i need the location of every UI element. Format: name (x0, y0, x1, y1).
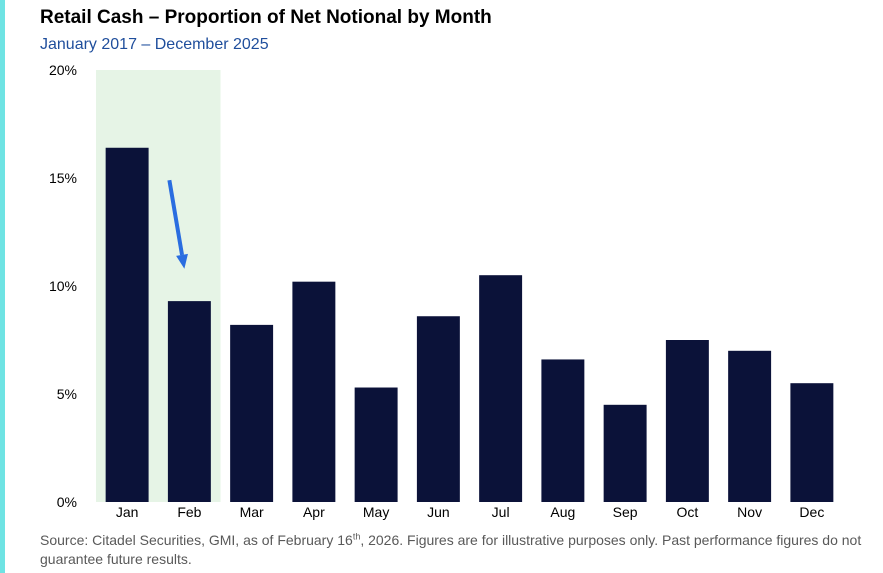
y-tick-label: 20% (49, 62, 77, 78)
bar-feb (167, 301, 211, 502)
bar-jul (479, 275, 523, 502)
source-text-continued: , 2026. Figures are for illustrative pur… (40, 532, 862, 567)
bar-jan (105, 147, 149, 502)
x-tick-label: Feb (177, 504, 201, 520)
down-arrow-icon (167, 179, 188, 269)
bar-jun (416, 316, 460, 502)
x-tick-label: Apr (303, 504, 325, 520)
source-text: Source: Citadel Securities, GMI, as of F… (40, 532, 353, 548)
y-tick-label: 15% (49, 170, 77, 186)
bar-dec (790, 383, 834, 502)
y-tick-label: 5% (57, 386, 77, 402)
bar-mar (230, 324, 274, 502)
bar-apr (292, 281, 336, 502)
x-tick-label: Dec (799, 504, 824, 520)
y-tick-label: 10% (49, 278, 77, 294)
chart-title: Retail Cash – Proportion of Net Notional… (40, 7, 492, 28)
bar-nov (728, 350, 772, 502)
x-tick-label: May (363, 504, 389, 520)
source-superscript: th (352, 531, 361, 542)
x-tick-label: Jul (492, 504, 510, 520)
x-tick-label: Jun (427, 504, 450, 520)
chart-subtitle: January 2017 – December 2025 (40, 36, 269, 53)
x-tick-label: Nov (737, 504, 762, 520)
arrow-head (176, 253, 188, 269)
x-tick-label: Sep (613, 504, 638, 520)
x-tick-label: Jan (116, 504, 139, 520)
accent-bar (0, 0, 5, 573)
source-note: Source: Citadel Securities, GMI, as of F… (40, 531, 870, 569)
x-tick-label: Aug (550, 504, 575, 520)
bar-oct (665, 340, 709, 502)
bar-may (354, 387, 398, 502)
y-tick-label: 0% (57, 494, 77, 510)
bar-aug (541, 359, 585, 502)
arrow-shaft (167, 179, 185, 256)
x-tick-label: Oct (676, 504, 698, 520)
x-tick-label: Mar (240, 504, 264, 520)
bar-sep (603, 404, 647, 502)
